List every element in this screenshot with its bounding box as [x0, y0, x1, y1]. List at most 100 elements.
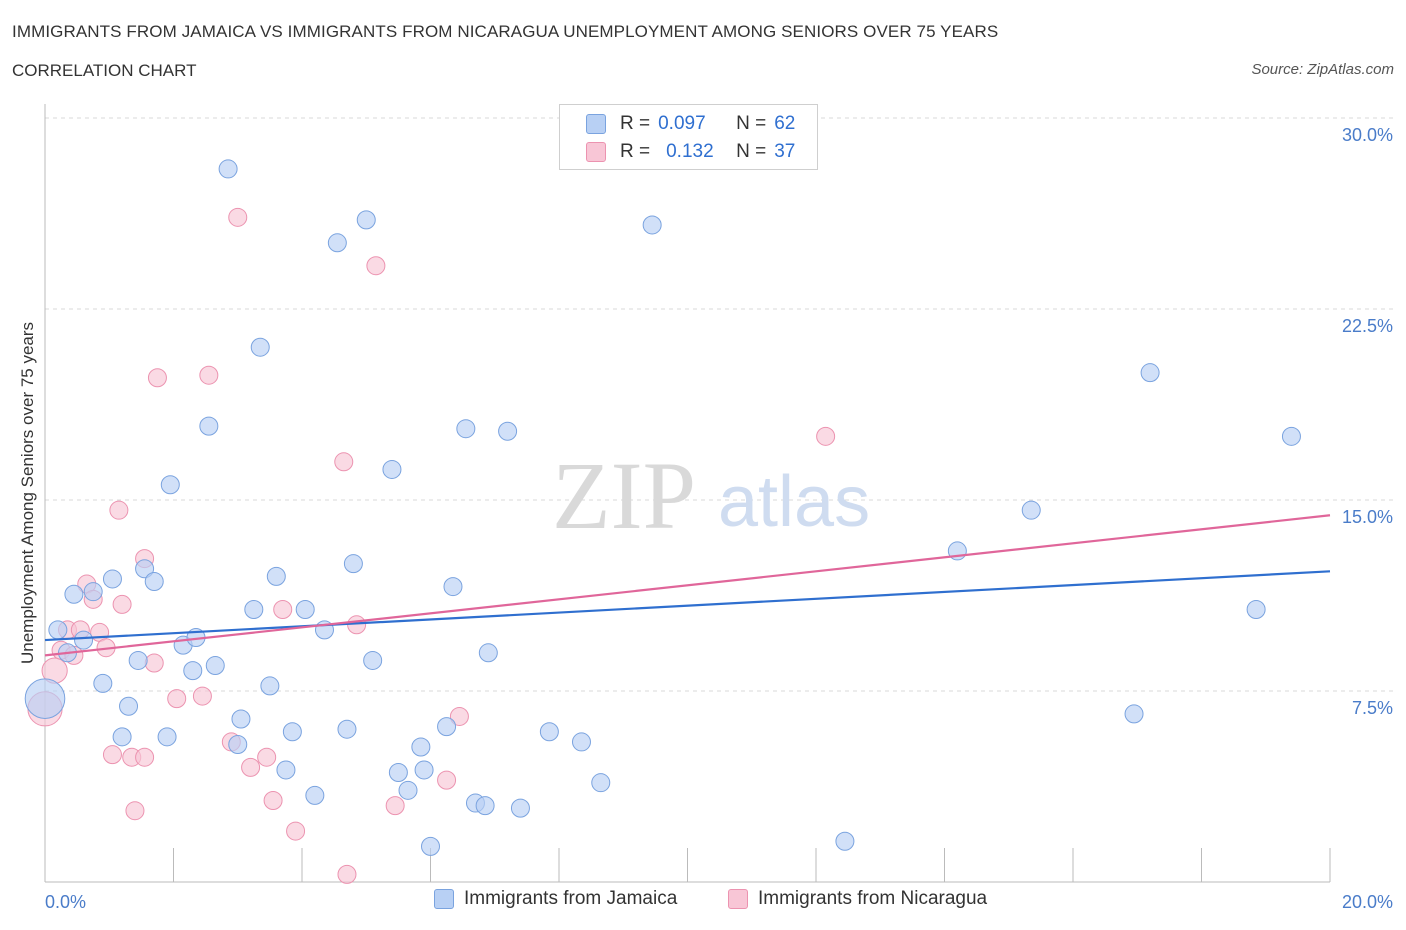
- jamaica-point: [388, 762, 408, 782]
- jamaica-point: [571, 732, 591, 752]
- nicaragua-point: [286, 821, 306, 841]
- r-value-jamaica: 0.097: [658, 113, 706, 134]
- jamaica-point: [539, 722, 559, 742]
- nicaragua-legend-swatch: [728, 889, 748, 909]
- nicaragua-point: [366, 256, 386, 276]
- tick-labels: 7.5% 15.0% 22.5% 30.0% 0.0% 20.0%: [45, 125, 1393, 912]
- jamaica-point: [327, 233, 347, 253]
- jamaica-point: [305, 785, 325, 805]
- jamaica-point: [1021, 500, 1041, 520]
- jamaica-point: [421, 836, 440, 856]
- jamaica-swatch: [586, 114, 606, 134]
- jamaica-point: [218, 159, 238, 179]
- nicaragua-point: [167, 689, 187, 709]
- jamaica-point: [356, 210, 376, 230]
- jamaica-point: [244, 600, 264, 620]
- jamaica-point: [1246, 600, 1266, 620]
- jamaica-point: [83, 582, 103, 602]
- nicaragua-point: [337, 864, 357, 884]
- jamaica-point: [260, 676, 280, 696]
- n-value-nicaragua: 37: [774, 141, 796, 162]
- axes: [44, 104, 1331, 883]
- jamaica-point: [363, 650, 383, 670]
- nicaragua-point: [199, 365, 219, 385]
- x-tick-label: 20.0%: [1342, 892, 1393, 912]
- stats-row-nicaragua: R = 0.132 N = 37: [586, 139, 795, 165]
- jamaica-point: [74, 630, 94, 650]
- nicaragua-point: [192, 686, 212, 706]
- jamaica-point: [48, 620, 68, 640]
- y-tick-label: 15.0%: [1342, 507, 1393, 527]
- jamaica-point: [199, 416, 219, 436]
- jamaica-point: [228, 734, 248, 754]
- nicaragua-point: [112, 594, 132, 614]
- source-credit: Source: ZipAtlas.com: [1251, 61, 1394, 78]
- jamaica-point: [1140, 363, 1160, 383]
- jamaica-point: [205, 656, 225, 676]
- jamaica-point: [183, 661, 203, 681]
- jamaica-point: [295, 600, 315, 620]
- jamaica-point: [343, 554, 363, 574]
- r-label: R =: [620, 141, 651, 162]
- nicaragua-swatch: [586, 142, 606, 162]
- nicaragua-point: [334, 452, 354, 472]
- legend-label-jamaica: Immigrants from Jamaica: [464, 888, 678, 909]
- jamaica-point: [398, 780, 418, 800]
- jamaica-point: [411, 737, 431, 757]
- jamaica-point: [135, 559, 155, 579]
- r-value-nicaragua: 0.132: [666, 141, 714, 162]
- nicaragua-point: [385, 796, 405, 816]
- legend-item-jamaica: Immigrants from Jamaica: [434, 888, 677, 910]
- jamaica-point: [128, 650, 148, 670]
- nicaragua-point: [263, 791, 283, 811]
- jamaica-point: [414, 760, 434, 780]
- stats-row-jamaica: R = 0.097 N = 62: [586, 111, 795, 137]
- jamaica-point: [835, 831, 855, 851]
- jamaica-point: [1124, 704, 1144, 724]
- jamaica-point: [119, 696, 139, 716]
- jamaica-legend-swatch: [434, 889, 454, 909]
- n-label: N =: [736, 113, 767, 134]
- x-tick-label: 0.0%: [45, 892, 86, 912]
- nicaragua-point: [816, 426, 836, 446]
- watermark: ZIP atlas: [552, 442, 870, 549]
- jamaica-point: [437, 717, 457, 737]
- nicaragua-trend-line: [44, 514, 1331, 657]
- y-tick-label: 7.5%: [1352, 698, 1393, 718]
- nicaragua-points: [27, 207, 836, 884]
- jamaica-point: [282, 722, 302, 742]
- jamaica-point: [337, 719, 357, 739]
- nicaragua-point: [228, 207, 248, 227]
- jamaica-point: [510, 798, 530, 818]
- jamaica-point: [102, 569, 122, 589]
- jamaica-point: [250, 337, 270, 357]
- jamaica-point: [266, 566, 286, 586]
- jamaica-point: [276, 760, 296, 780]
- nicaragua-point: [437, 770, 457, 790]
- nicaragua-point: [144, 653, 164, 673]
- r-label: R =: [620, 113, 651, 134]
- jamaica-point: [64, 584, 84, 604]
- y-tick-label: 30.0%: [1342, 125, 1393, 145]
- jamaica-points: [24, 159, 1301, 856]
- legend-label-nicaragua: Immigrants from Nicaragua: [758, 888, 988, 909]
- jamaica-point: [1281, 426, 1301, 446]
- jamaica-point: [231, 709, 251, 729]
- watermark-atlas: atlas: [718, 462, 870, 542]
- nicaragua-point: [273, 600, 293, 620]
- jamaica-point: [478, 643, 498, 663]
- legend-item-nicaragua: Immigrants from Nicaragua: [728, 888, 987, 910]
- jamaica-point: [382, 459, 402, 479]
- n-value-jamaica: 62: [774, 113, 796, 134]
- watermark-zip: ZIP: [552, 442, 696, 549]
- nicaragua-point: [241, 757, 261, 777]
- jamaica-point: [498, 421, 518, 441]
- jamaica-trend-line: [44, 570, 1331, 642]
- nicaragua-point: [449, 706, 469, 726]
- nicaragua-point: [109, 500, 129, 520]
- jamaica-point: [24, 678, 66, 719]
- y-axis-label: Unemployment Among Seniors over 75 years: [18, 322, 37, 664]
- jamaica-point: [642, 215, 662, 235]
- jamaica-point: [157, 727, 177, 747]
